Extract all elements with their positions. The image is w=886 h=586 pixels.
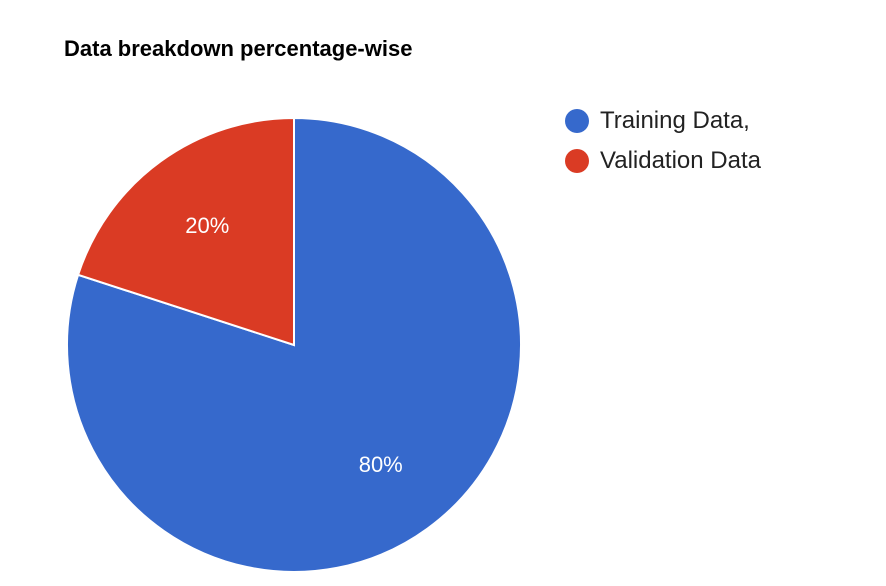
legend-label-validation-data: Validation Data bbox=[600, 147, 761, 174]
legend-item-training-data[interactable]: Training Data, bbox=[565, 101, 761, 141]
chart-title: Data breakdown percentage-wise bbox=[64, 36, 413, 61]
legend-label-training-data: Training Data, bbox=[600, 107, 750, 134]
legend: Training Data, Validation Data bbox=[565, 101, 761, 181]
pie-slice-validation-data[interactable] bbox=[76, 116, 295, 347]
legend-item-validation-data[interactable]: Validation Data bbox=[565, 141, 761, 181]
slice-value-label-validation-data: 20% bbox=[185, 213, 229, 238]
slice-value-label-training-data: 80% bbox=[359, 452, 403, 477]
legend-swatch-training-data bbox=[565, 109, 589, 133]
legend-swatch-validation-data bbox=[565, 149, 589, 173]
